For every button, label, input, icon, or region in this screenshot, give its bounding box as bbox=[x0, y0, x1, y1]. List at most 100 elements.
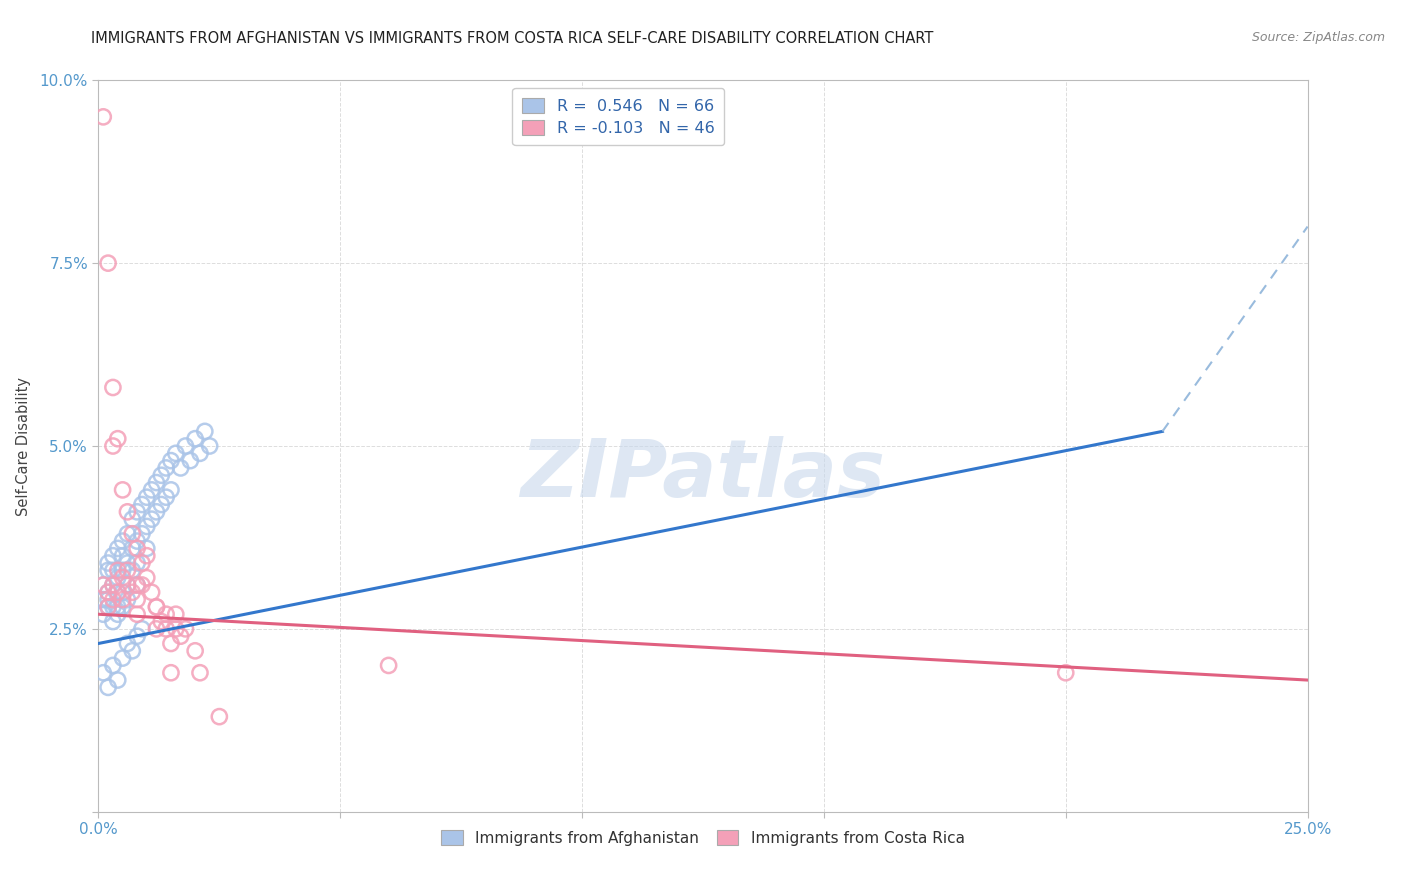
Point bbox=[117, 636, 139, 650]
Point bbox=[101, 599, 124, 614]
Point bbox=[111, 599, 134, 614]
Point bbox=[179, 453, 201, 467]
Point bbox=[117, 578, 139, 592]
Point bbox=[111, 585, 134, 599]
Point bbox=[91, 592, 114, 607]
Point bbox=[174, 622, 197, 636]
Point bbox=[174, 439, 197, 453]
Point bbox=[101, 549, 124, 563]
Point bbox=[160, 636, 183, 650]
Point bbox=[101, 380, 124, 394]
Point bbox=[107, 599, 129, 614]
Point bbox=[117, 578, 139, 592]
Point bbox=[188, 665, 211, 680]
Point bbox=[145, 505, 167, 519]
Point bbox=[135, 519, 157, 533]
Point bbox=[111, 592, 134, 607]
Point bbox=[121, 644, 143, 658]
Point bbox=[135, 549, 157, 563]
Point bbox=[194, 425, 217, 439]
Point bbox=[150, 498, 173, 512]
Point bbox=[97, 599, 120, 614]
Point bbox=[101, 439, 124, 453]
Point bbox=[101, 592, 124, 607]
Point bbox=[169, 461, 191, 475]
Point bbox=[150, 468, 173, 483]
Point bbox=[145, 599, 167, 614]
Text: IMMIGRANTS FROM AFGHANISTAN VS IMMIGRANTS FROM COSTA RICA SELF-CARE DISABILITY C: IMMIGRANTS FROM AFGHANISTAN VS IMMIGRANT… bbox=[91, 31, 934, 46]
Point bbox=[135, 541, 157, 556]
Point bbox=[141, 512, 163, 526]
Point bbox=[97, 585, 120, 599]
Point bbox=[107, 585, 129, 599]
Point bbox=[107, 673, 129, 687]
Point bbox=[131, 526, 153, 541]
Point bbox=[141, 585, 163, 599]
Point bbox=[97, 585, 120, 599]
Point bbox=[131, 622, 153, 636]
Point bbox=[155, 607, 177, 622]
Point bbox=[111, 571, 134, 585]
Point bbox=[135, 571, 157, 585]
Point bbox=[117, 505, 139, 519]
Point bbox=[111, 483, 134, 497]
Point bbox=[165, 607, 187, 622]
Point bbox=[111, 563, 134, 577]
Point bbox=[160, 665, 183, 680]
Point bbox=[107, 585, 129, 599]
Point bbox=[155, 622, 177, 636]
Point bbox=[155, 461, 177, 475]
Point bbox=[107, 563, 129, 577]
Point bbox=[141, 483, 163, 497]
Point bbox=[127, 505, 149, 519]
Point bbox=[127, 534, 149, 549]
Point bbox=[107, 607, 129, 622]
Point bbox=[184, 432, 207, 446]
Point bbox=[91, 607, 114, 622]
Point bbox=[107, 571, 129, 585]
Point bbox=[97, 599, 120, 614]
Point bbox=[101, 658, 124, 673]
Point bbox=[169, 629, 191, 643]
Point bbox=[135, 490, 157, 504]
Point bbox=[160, 453, 183, 467]
Legend: Immigrants from Afghanistan, Immigrants from Costa Rica: Immigrants from Afghanistan, Immigrants … bbox=[436, 824, 970, 852]
Point bbox=[101, 615, 124, 629]
Point bbox=[198, 439, 221, 453]
Point bbox=[131, 556, 153, 570]
Point bbox=[97, 592, 120, 607]
Point bbox=[91, 110, 114, 124]
Point bbox=[111, 651, 134, 665]
Point bbox=[1054, 665, 1077, 680]
Point bbox=[117, 556, 139, 570]
Point bbox=[155, 490, 177, 504]
Point bbox=[107, 541, 129, 556]
Point bbox=[127, 592, 149, 607]
Point bbox=[208, 709, 231, 723]
Point bbox=[165, 622, 187, 636]
Point bbox=[101, 563, 124, 577]
Point bbox=[165, 446, 187, 460]
Point bbox=[121, 526, 143, 541]
Point bbox=[97, 256, 120, 270]
Point bbox=[97, 556, 120, 570]
Point bbox=[121, 512, 143, 526]
Point bbox=[91, 665, 114, 680]
Point bbox=[160, 483, 183, 497]
Point bbox=[127, 578, 149, 592]
Point bbox=[145, 622, 167, 636]
Point bbox=[107, 432, 129, 446]
Point bbox=[97, 681, 120, 695]
Point bbox=[91, 578, 114, 592]
Point bbox=[377, 658, 399, 673]
Point bbox=[97, 563, 120, 577]
Y-axis label: Self-Care Disability: Self-Care Disability bbox=[17, 376, 31, 516]
Point bbox=[111, 549, 134, 563]
Point bbox=[101, 578, 124, 592]
Text: Source: ZipAtlas.com: Source: ZipAtlas.com bbox=[1251, 31, 1385, 45]
Point bbox=[188, 446, 211, 460]
Point bbox=[91, 578, 114, 592]
Point bbox=[121, 541, 143, 556]
Point bbox=[117, 526, 139, 541]
Point bbox=[127, 607, 149, 622]
